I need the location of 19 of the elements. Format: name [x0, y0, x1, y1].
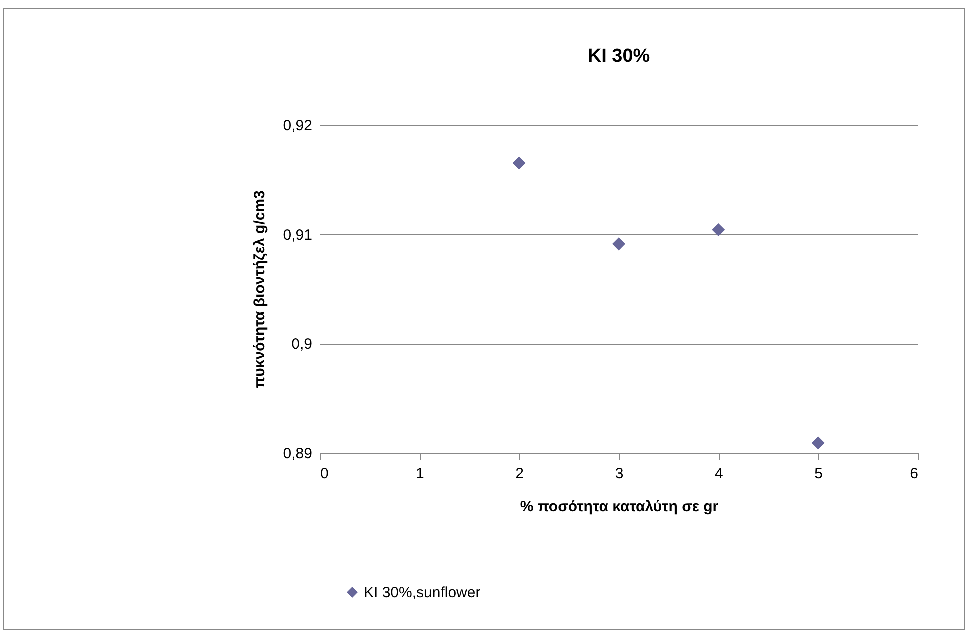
point — [712, 223, 726, 236]
y-tick-label: 0,89 — [283, 446, 312, 462]
x-tick-label: 3 — [615, 466, 624, 482]
x-tick-label: 6 — [910, 466, 918, 482]
legend-label: KI 30%,sunflower — [364, 584, 481, 602]
x-tick-label: 0 — [320, 466, 329, 482]
y-axis-title: πυκνότητα βιοντήζελ g/cm3 — [251, 190, 268, 388]
x-tick-label: 5 — [814, 466, 824, 482]
point — [612, 238, 626, 251]
x-tick-label: 2 — [516, 466, 524, 482]
x-tick-label: 4 — [714, 466, 724, 482]
y-tick-label: 0,9 — [292, 336, 312, 354]
y-tick-label: 0,92 — [283, 118, 312, 134]
point — [812, 436, 825, 450]
x-tick-label: 1 — [416, 466, 424, 482]
chart-title: KI 30% — [588, 46, 650, 67]
x-axis-title: % ποσότητα καταλύτη σε gr — [520, 498, 719, 516]
point — [512, 156, 526, 170]
y-tick-label: 0,91 — [283, 226, 312, 244]
